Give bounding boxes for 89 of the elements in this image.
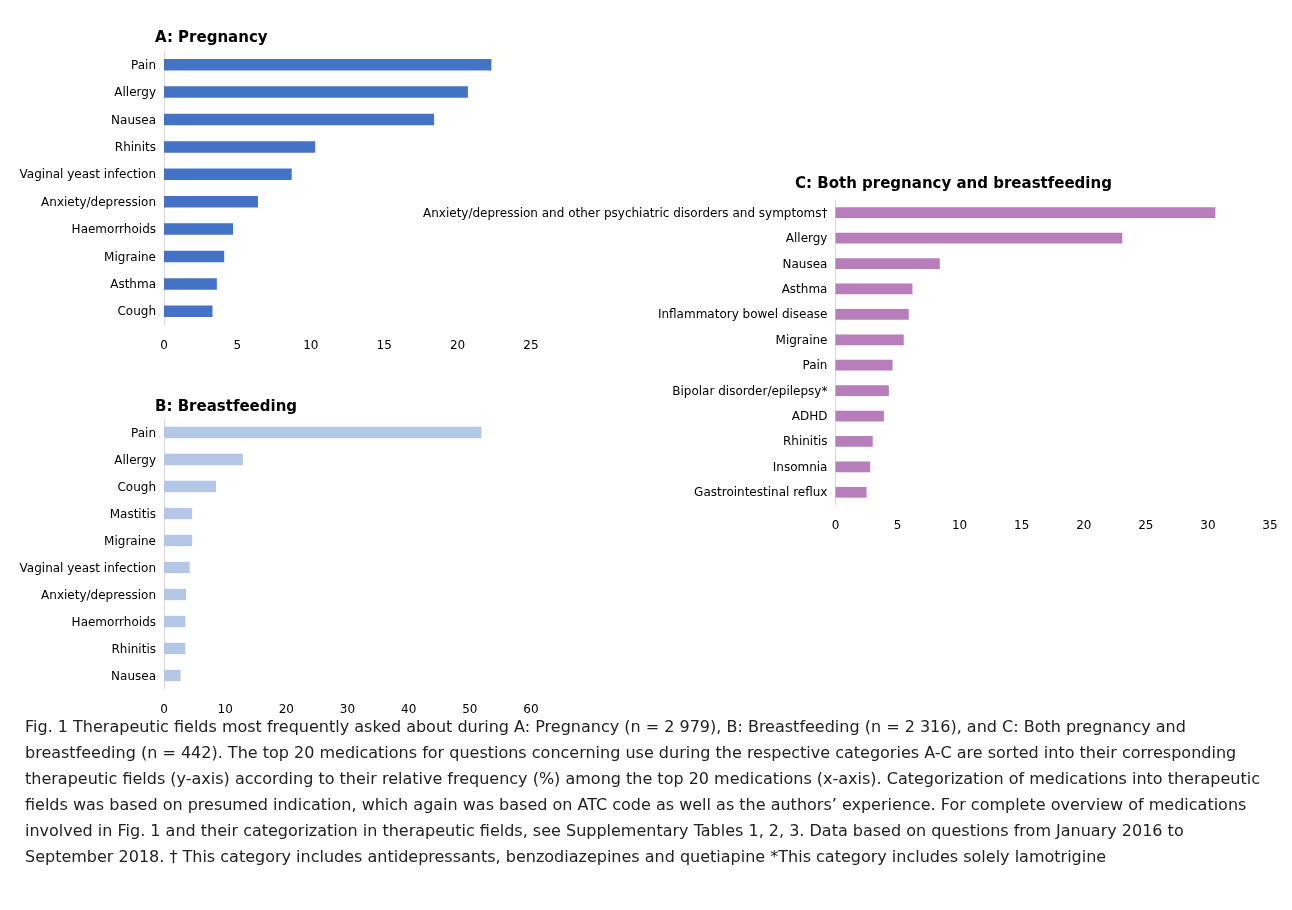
x-tick-label: 10 (303, 338, 319, 352)
y-tick-label: Anxiety/depression (41, 194, 156, 209)
bar (835, 461, 871, 473)
y-tick-label: Vaginal yeast infection (19, 560, 156, 575)
bar (164, 642, 186, 655)
y-tick-label: Allergy (785, 231, 828, 246)
x-tick-label: 10 (951, 518, 968, 532)
bar (835, 410, 884, 422)
bar (164, 250, 225, 263)
y-tick-label: Anxiety/depression and other psychiatric disorders and symptoms† (422, 205, 828, 220)
x-tick-label: 5 (233, 338, 242, 352)
y-tick-label: ADHD (791, 409, 828, 424)
bar (835, 232, 1123, 244)
x-tick-label: 30 (339, 702, 356, 716)
bar (164, 113, 435, 126)
x-tick-label: 15 (1014, 518, 1030, 532)
bar (164, 426, 482, 439)
y-tick-label: Pain (131, 425, 156, 440)
y-tick-label: Migraine (104, 533, 156, 548)
x-tick-label: 20 (1076, 518, 1092, 532)
y-tick-label: Gastrointestinal reflux (694, 485, 828, 500)
y-tick-label: Rhinits (114, 139, 156, 154)
bar (164, 195, 258, 208)
x-tick-label: 20 (278, 702, 294, 716)
bar (164, 507, 193, 520)
y-tick-label: Allergy (114, 452, 156, 467)
y-tick-label: Pain (131, 57, 156, 72)
bar (164, 223, 233, 235)
x-tick-label: 0 (831, 518, 840, 532)
x-tick-label: 15 (376, 338, 392, 352)
bar (164, 588, 187, 601)
x-tick-label: 25 (1138, 518, 1154, 532)
caption: Fig. 1 Therapeutic fields most frequently asked about during A: Pregnancy (n = 2 979), B: Breastfeeding (n = 2 316), and C: Both pregnancy and breastfeeding (n = 442). The top 20 medications for questions concerning use during the respective categories A-C are sorted into their corresponding therapeutic fields (y-axis) according to their relative frequency (%) among the top 20 medications (x-axis). Categorization of medications into therapeutic fields was based on presumed indication, which again was based on ATC code as well as the authors’ experience. For complete overview of medications involved in Fig. 1 and their categorization in therapeutic fields, see Supplementary Tables 1, 2, 3. Data based on questions from January 2016 to September 2018. † This category includes antidepressants, benzodiazepines and quetiapine *This category includes solely lamotrigine (25, 717, 1260, 866)
y-tick-label: Haemorrhoids (71, 222, 156, 237)
chart-title: A: Pregnancy (155, 27, 268, 46)
bar (835, 436, 873, 447)
y-tick-label: Rhinitis (782, 434, 828, 449)
y-tick-label: Asthma (110, 276, 156, 291)
y-tick-label: Migraine (104, 249, 156, 264)
bar (164, 278, 217, 290)
y-tick-label: Allergy (114, 85, 156, 100)
y-tick-label: Nausea (782, 256, 828, 271)
bar (164, 534, 193, 547)
y-tick-label: Vaginal yeast infection (19, 167, 156, 182)
bar (164, 58, 492, 71)
bar (835, 258, 940, 269)
chart-title: C: Both pregnancy and breastfeeding (795, 173, 1112, 192)
y-tick-label: Rhinitis (111, 641, 156, 656)
y-tick-label: Asthma (781, 281, 828, 296)
bar (835, 359, 893, 371)
bar (835, 385, 889, 396)
y-tick-label: Nausea (111, 112, 156, 127)
y-tick-label: Inflammatory bowel disease (657, 307, 828, 322)
bar (164, 168, 292, 181)
y-tick-label: Mastitis (109, 506, 156, 521)
y-tick-label: Cough (117, 479, 156, 494)
x-tick-label: 40 (401, 702, 417, 716)
y-tick-label: Pain (802, 358, 828, 373)
bar (835, 334, 904, 346)
bar (164, 561, 190, 574)
x-tick-label: 0 (160, 702, 168, 716)
x-tick-label: 10 (217, 702, 233, 716)
y-tick-label: Insomnia (772, 459, 828, 474)
chart-title: B: Breastfeeding (155, 396, 298, 415)
bar (835, 486, 867, 498)
bar (164, 669, 181, 682)
x-tick-label: 20 (449, 338, 466, 352)
bar (164, 141, 316, 153)
bar (835, 283, 913, 295)
x-tick-label: 60 (523, 702, 539, 716)
y-tick-label: Haemorrhoids (71, 614, 156, 629)
x-tick-label: 0 (160, 338, 168, 352)
y-tick-label: Bipolar disorder/epilepsy* (672, 383, 828, 398)
bar (164, 615, 186, 628)
bar (835, 309, 909, 320)
y-tick-label: Cough (117, 304, 156, 319)
x-tick-label: 25 (523, 338, 539, 352)
y-tick-label: Anxiety/depression (41, 587, 156, 602)
x-tick-label: 30 (1200, 518, 1216, 532)
x-tick-label: 50 (462, 702, 478, 716)
x-tick-label: 5 (893, 518, 902, 532)
x-tick-label: 35 (1262, 518, 1278, 532)
bar (164, 453, 243, 466)
y-tick-label: Nausea (111, 668, 156, 683)
bar (164, 305, 213, 318)
bar (164, 480, 216, 493)
bar (164, 86, 468, 98)
bar (835, 207, 1216, 219)
y-tick-label: Migraine (775, 332, 828, 347)
